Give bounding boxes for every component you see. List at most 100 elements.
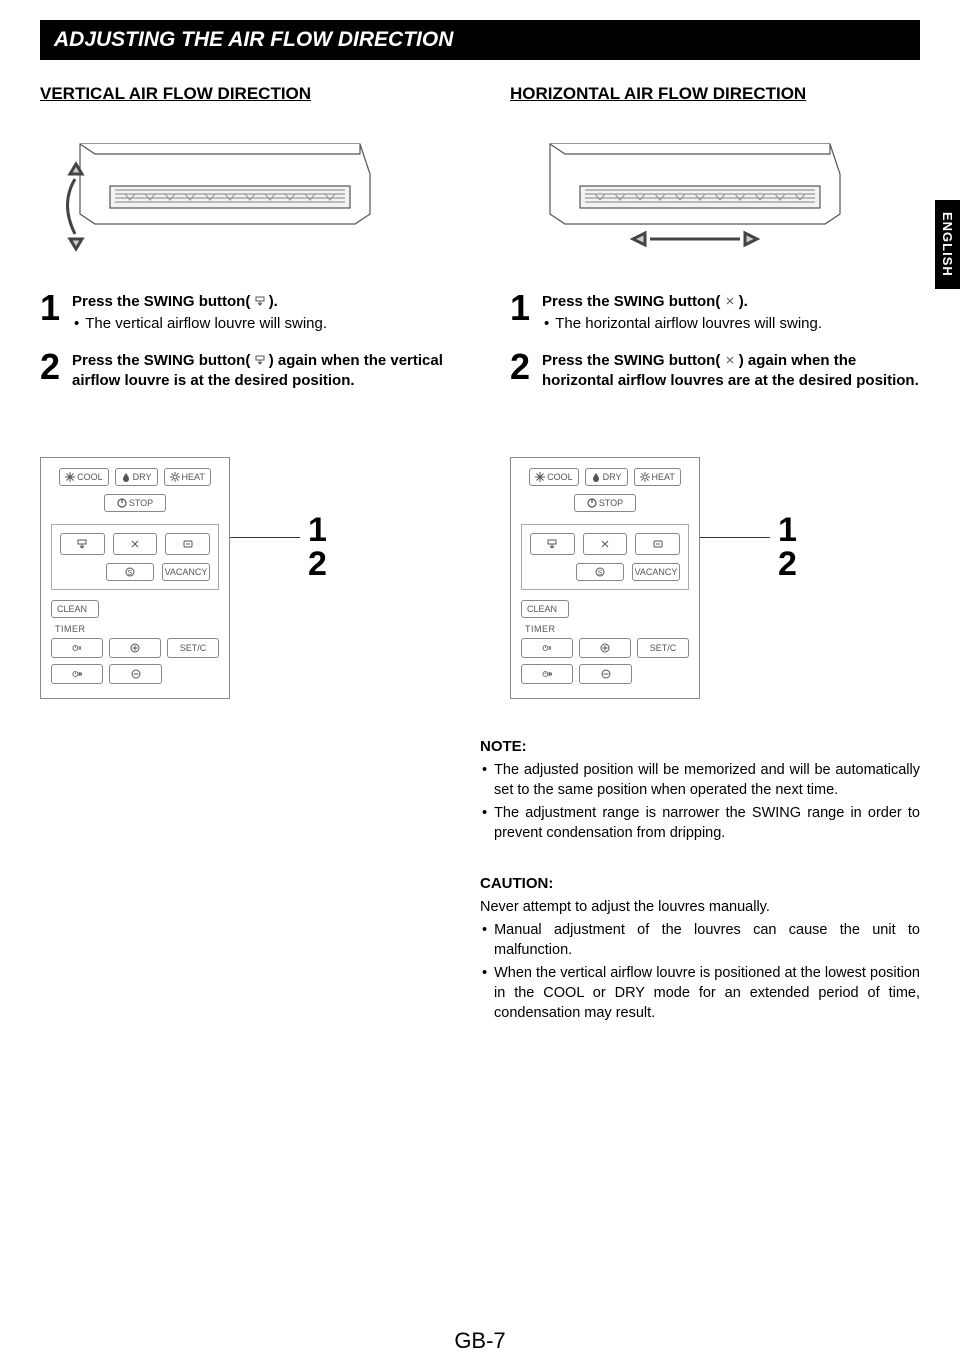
timer-on-button[interactable] [51, 638, 103, 658]
minus-button[interactable] [579, 664, 631, 684]
s-button[interactable] [106, 563, 154, 581]
sun-icon [170, 472, 180, 482]
timer-on-button[interactable] [521, 638, 573, 658]
remote-control-left: COOL DRY HEAT STOP VACANCY CLEAN TIMER [40, 457, 230, 699]
callout-n1: 1 [778, 513, 797, 547]
caution-item: When the vertical airflow louvre is posi… [480, 964, 920, 1023]
callout-n2: 2 [308, 547, 327, 581]
vswing-button[interactable] [60, 533, 105, 555]
stop-button[interactable]: STOP [104, 494, 166, 512]
vacancy-label: VACANCY [165, 567, 208, 577]
remote-left-col: COOL DRY HEAT STOP VACANCY CLEAN TIMER [40, 457, 450, 699]
vswing-icon [77, 539, 87, 549]
note-item: The adjusted position will be memorized … [480, 761, 920, 800]
cool-label: COOL [547, 472, 573, 482]
plus-button[interactable] [109, 638, 161, 658]
callout-numbers-left: 1 2 [308, 513, 327, 581]
swing-panel: VACANCY [521, 524, 689, 590]
cool-label: COOL [77, 472, 103, 482]
instructions-columns: VERTICAL AIR FLOW DIRECTION [40, 84, 920, 407]
power-icon [117, 498, 127, 508]
display-icon [653, 539, 663, 549]
callout-n2: 2 [778, 547, 797, 581]
plus-icon [600, 643, 610, 653]
vswing-icon [255, 355, 265, 365]
hswing-button[interactable] [113, 533, 158, 555]
note-item: The adjustment range is narrower the SWI… [480, 804, 920, 843]
note-list: The adjusted position will be memorized … [480, 761, 920, 843]
power-icon [587, 498, 597, 508]
step-detail: The vertical airflow louvre will swing. [72, 314, 450, 334]
minus-icon [601, 669, 611, 679]
vswing-button[interactable] [530, 533, 575, 555]
drop-icon [591, 472, 601, 482]
display-button[interactable] [165, 533, 210, 555]
vswing-icon [255, 296, 265, 306]
callout-n1: 1 [308, 513, 327, 547]
s-button[interactable] [576, 563, 624, 581]
heat-button[interactable]: HEAT [164, 468, 211, 486]
clean-button[interactable]: CLEAN [521, 600, 569, 618]
hswing-icon [130, 539, 140, 549]
clock-on-icon [72, 643, 82, 653]
step-number: 1 [510, 292, 534, 335]
horizontal-step-2: 2 Press the SWING button( ) again when t… [510, 351, 920, 392]
display-button[interactable] [635, 533, 680, 555]
setc-button[interactable]: SET/C [167, 638, 219, 658]
timer-label: TIMER [525, 624, 689, 634]
clock-on-icon [542, 643, 552, 653]
timer-off-button[interactable] [521, 664, 573, 684]
step-title-a: Press the SWING button( [72, 293, 250, 310]
remote-row: COOL DRY HEAT STOP VACANCY CLEAN TIMER [40, 457, 920, 699]
horizontal-step-1: 1 Press the SWING button( ). The horizon… [510, 292, 920, 335]
dry-button[interactable]: DRY [585, 468, 628, 486]
callout-numbers-right: 1 2 [778, 513, 797, 581]
plus-button[interactable] [579, 638, 631, 658]
callout-line-left [230, 537, 300, 538]
setc-button[interactable]: SET/C [637, 638, 689, 658]
s-icon [595, 567, 605, 577]
swing-panel: VACANCY [51, 524, 219, 590]
clock-off-icon [542, 669, 552, 679]
note-block: NOTE: The adjusted position will be memo… [480, 737, 920, 844]
hswing-icon [725, 355, 735, 365]
horizontal-heading: HORIZONTAL AIR FLOW DIRECTION [510, 84, 920, 104]
heat-button[interactable]: HEAT [634, 468, 681, 486]
dry-label: DRY [133, 472, 152, 482]
minus-icon [131, 669, 141, 679]
step-title-b: ). [269, 293, 278, 310]
horizontal-column: HORIZONTAL AIR FLOW DIRECTION [510, 84, 920, 407]
clean-label: CLEAN [57, 604, 87, 614]
caution-heading: CAUTION: [480, 874, 920, 894]
drop-icon [121, 472, 131, 482]
cool-button[interactable]: COOL [59, 468, 109, 486]
stop-label: STOP [599, 498, 623, 508]
sun-icon [640, 472, 650, 482]
minus-button[interactable] [109, 664, 161, 684]
cool-button[interactable]: COOL [529, 468, 579, 486]
clock-off-icon [72, 669, 82, 679]
stop-label: STOP [129, 498, 153, 508]
hswing-button[interactable] [583, 533, 628, 555]
step-number: 2 [510, 351, 534, 392]
vacancy-button[interactable]: VACANCY [162, 563, 210, 581]
remote-right-col: COOL DRY HEAT STOP VACANCY CLEAN TIMER [510, 457, 920, 699]
stop-button[interactable]: STOP [574, 494, 636, 512]
vacancy-button[interactable]: VACANCY [632, 563, 680, 581]
vertical-step-1: 1 Press the SWING button( ). The vertica… [40, 292, 450, 335]
clean-button[interactable]: CLEAN [51, 600, 99, 618]
plus-icon [130, 643, 140, 653]
timer-off-button[interactable] [51, 664, 103, 684]
snowflake-icon [65, 472, 75, 482]
callout-line-right [700, 537, 770, 538]
hswing-icon [725, 296, 735, 306]
s-icon [125, 567, 135, 577]
hswing-icon [600, 539, 610, 549]
page-number: GB-7 [0, 1328, 960, 1354]
dry-button[interactable]: DRY [115, 468, 158, 486]
language-tab: ENGLISH [935, 200, 960, 289]
remote-control-right: COOL DRY HEAT STOP VACANCY CLEAN TIMER [510, 457, 700, 699]
setc-label: SET/C [650, 643, 677, 653]
step-title-b: ). [739, 293, 748, 310]
vertical-column: VERTICAL AIR FLOW DIRECTION [40, 84, 450, 407]
